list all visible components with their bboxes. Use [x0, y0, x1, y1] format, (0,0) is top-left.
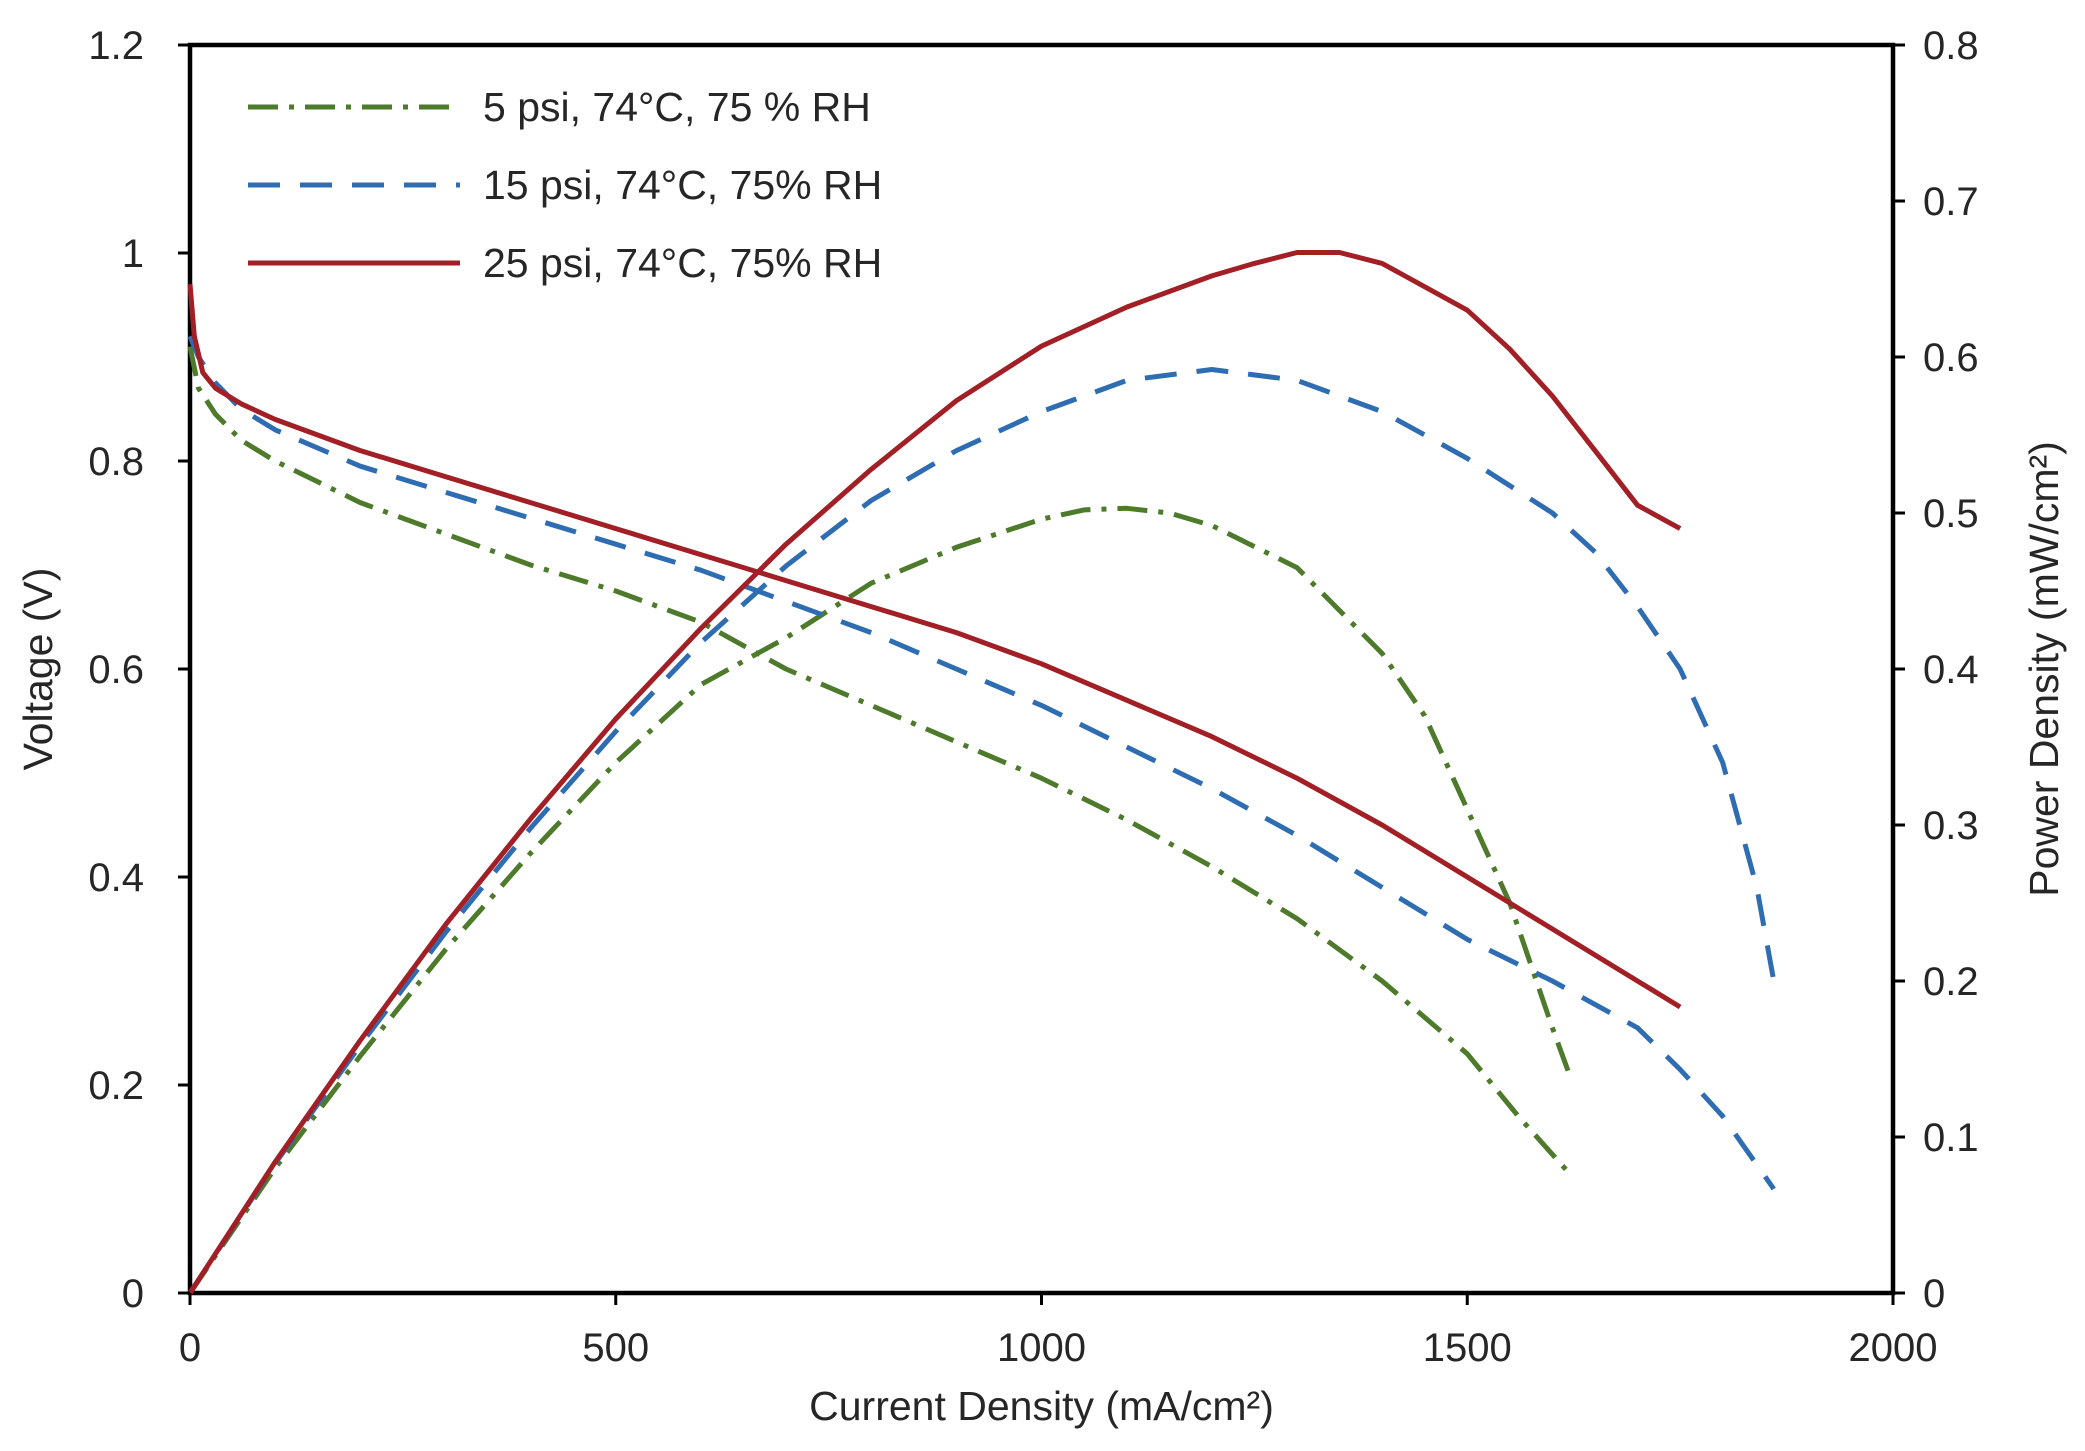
y-tick-label: 0.2 — [88, 1064, 144, 1108]
y-tick-label: 0.6 — [88, 648, 144, 692]
5psi-polarization-curve — [187, 346, 1572, 1176]
y2-tick-label: 0.2 — [1923, 960, 1979, 1004]
legend-entry-15psi: 15 psi, 74°C, 75% RH — [248, 162, 882, 208]
plot-frame — [187, 42, 1896, 1296]
y2-tick-label: 0.7 — [1923, 180, 1979, 224]
legend-entry-5psi: 5 psi, 74°C, 75 % RH — [248, 84, 871, 130]
series-layer — [187, 250, 1777, 1295]
5psi-power-curve — [187, 505, 1572, 1295]
y2-tick-label: 0.3 — [1923, 804, 1979, 848]
y-tick-label: 0 — [122, 1272, 144, 1316]
y2-tick-label: 0.5 — [1923, 492, 1979, 536]
x-tick-label: 1500 — [1423, 1326, 1512, 1370]
y2-tick-label: 0.4 — [1923, 648, 1979, 692]
legend-label-5psi: 5 psi, 74°C, 75 % RH — [483, 84, 871, 130]
25psi-power-curve — [187, 250, 1682, 1295]
x-tick-label: 2000 — [1849, 1326, 1938, 1370]
x-axis-title: Current Density (mA/cm²) — [809, 1383, 1274, 1429]
legend-label-25psi: 25 psi, 74°C, 75% RH — [483, 240, 882, 286]
y-tick-label: 1 — [122, 232, 144, 276]
15psi-power-curve — [187, 367, 1777, 1295]
y2-tick-label: 0 — [1923, 1272, 1945, 1316]
y2-tick-label: 0.1 — [1923, 1116, 1979, 1160]
x-tick-label: 500 — [582, 1326, 649, 1370]
x-tick-label: 1000 — [997, 1326, 1086, 1370]
x-tick-label: 0 — [179, 1326, 201, 1370]
legend: 5 psi, 74°C, 75 % RH 15 psi, 74°C, 75% R… — [248, 84, 882, 286]
y-tick-label: 0.4 — [88, 856, 144, 900]
25psi-polarization-curve — [187, 283, 1682, 1010]
y2-tick-label: 0.6 — [1923, 336, 1979, 380]
y-tick-label: 1.2 — [88, 24, 144, 68]
legend-entry-25psi: 25 psi, 74°C, 75% RH — [248, 240, 882, 286]
y-tick-label: 0.8 — [88, 440, 144, 484]
15psi-polarization-curve — [187, 335, 1776, 1191]
y-axis-left-title: Voltage (V) — [15, 568, 61, 771]
y-axis-right-title: Power Density (mW/cm²) — [2021, 441, 2067, 897]
x-axis-ticks: 0 500 1000 1500 2000 — [179, 1293, 1938, 1370]
legend-label-15psi: 15 psi, 74°C, 75% RH — [483, 162, 882, 208]
y2-tick-label: 0.8 — [1923, 24, 1979, 68]
y-axis-right-ticks: 0 0.1 0.2 0.3 0.4 0.5 0.6 0.7 0.8 — [1893, 24, 1979, 1316]
y-axis-left-ticks: 0 0.2 0.4 0.6 0.8 1 1.2 — [88, 24, 190, 1316]
plot-area — [187, 42, 1896, 1296]
